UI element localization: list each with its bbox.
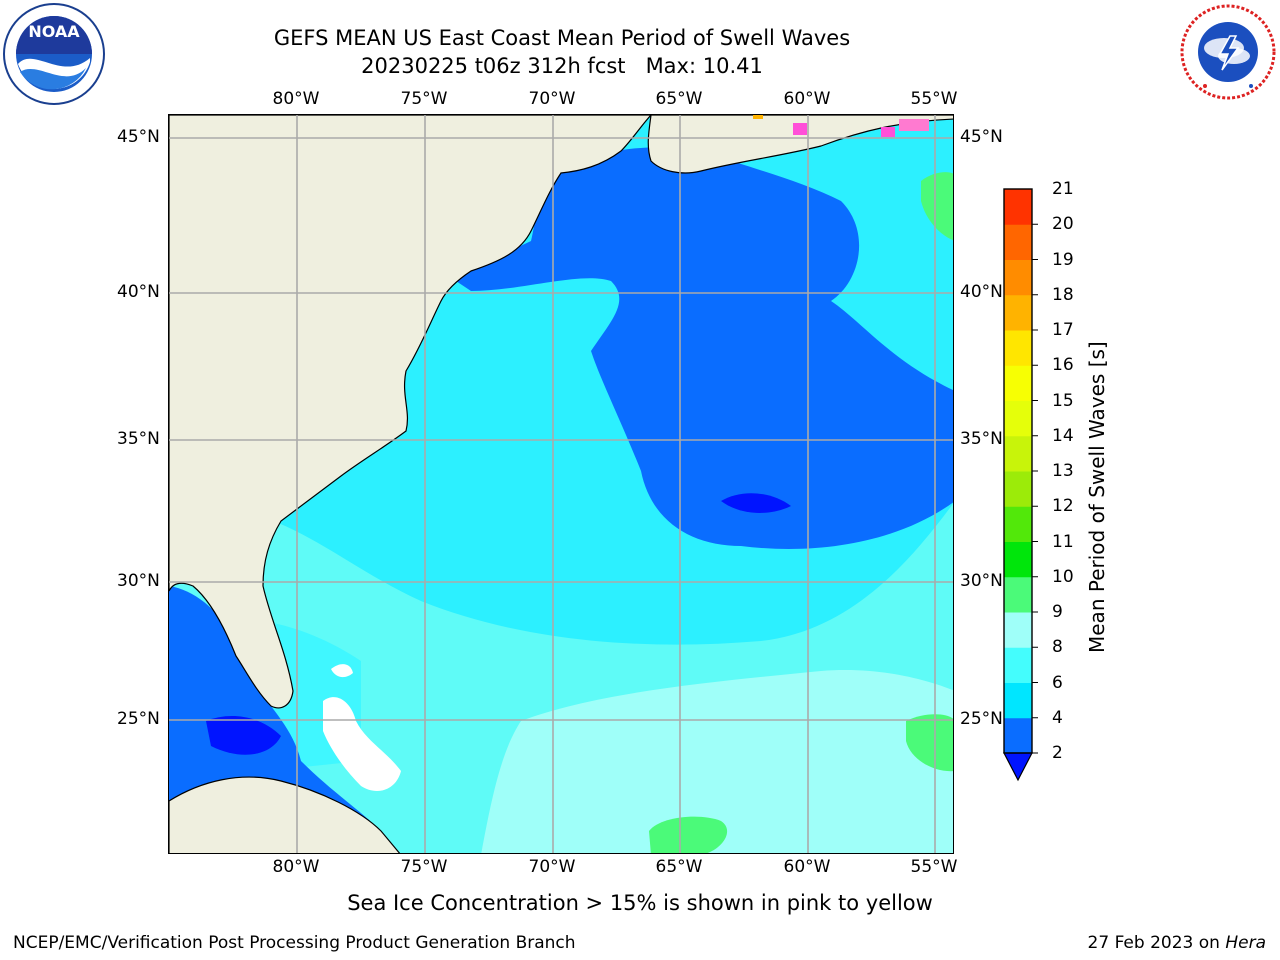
graticule bbox=[169, 115, 953, 853]
colorbar-segment bbox=[1004, 471, 1032, 507]
lat-label-left-25n: 25°N bbox=[117, 709, 160, 729]
lon-label-bottom-60w: 60°W bbox=[783, 857, 831, 877]
host-name: Hera bbox=[1225, 933, 1266, 953]
date-value: 27 Feb 2023 on bbox=[1087, 933, 1220, 953]
colorbar-tick-label: 11 bbox=[1052, 531, 1074, 552]
colorbar-under-triangle bbox=[1003, 752, 1033, 782]
colorbar-segment bbox=[1004, 189, 1032, 225]
lat-label-left-40n: 40°N bbox=[117, 282, 160, 302]
lon-label-bottom-75w: 75°W bbox=[400, 857, 448, 877]
lon-label-bottom-65w: 65°W bbox=[655, 857, 703, 877]
colorbar-tick-label: 19 bbox=[1052, 249, 1074, 270]
colorbar-tick-label: 21 bbox=[1052, 179, 1074, 199]
lat-label-left-45n: 45°N bbox=[117, 127, 160, 147]
colorbar-segment bbox=[1004, 224, 1032, 260]
noaa-logo: NOAA bbox=[3, 3, 105, 105]
colorbar-segment bbox=[1004, 612, 1032, 648]
colorbar-segment bbox=[1004, 717, 1032, 754]
land-us-east-coast bbox=[169, 115, 652, 709]
sea-ice-marker-2 bbox=[881, 127, 895, 137]
sea-ice-marker-3 bbox=[899, 119, 929, 131]
colorbar-tick-label: 2 bbox=[1052, 743, 1063, 763]
colorbar-tick-label: 4 bbox=[1052, 707, 1063, 728]
lon-label-top-70w: 70°W bbox=[528, 89, 576, 109]
lon-label-bottom-80w: 80°W bbox=[272, 857, 320, 877]
land-cuba bbox=[169, 776, 401, 853]
noaa-logo-text: NOAA bbox=[28, 22, 80, 41]
nws-logo bbox=[1180, 4, 1276, 100]
lon-label-top-55w: 55°W bbox=[910, 89, 958, 109]
colorbar-tick-label: 13 bbox=[1052, 461, 1074, 481]
colorbar-outline bbox=[1003, 188, 1033, 754]
swell-patch-green-east bbox=[906, 714, 953, 772]
lon-label-bottom-55w: 55°W bbox=[910, 857, 958, 877]
credit-text: NCEP/EMC/Verification Post Processing Pr… bbox=[13, 933, 576, 953]
sea-ice-marker-4 bbox=[753, 115, 763, 119]
lat-label-right-30n: 30°N bbox=[960, 571, 1003, 591]
lat-label-right-40n: 40°N bbox=[960, 282, 1003, 302]
swell-patch-gulf-min bbox=[206, 716, 281, 755]
colorbar-segment bbox=[1004, 647, 1032, 683]
land-canada-maritimes bbox=[647, 115, 953, 174]
lat-label-left-30n: 30°N bbox=[117, 571, 160, 591]
sea-ice-marker-1 bbox=[793, 123, 807, 135]
colorbar-segment bbox=[1004, 506, 1032, 542]
map-panel bbox=[168, 114, 954, 854]
colorbar-label: Mean Period of Swell Waves [s] bbox=[1085, 341, 1109, 653]
swell-band-9s bbox=[481, 670, 953, 853]
colorbar-tick-label: 6 bbox=[1052, 672, 1063, 693]
swell-patch-green-south bbox=[649, 816, 728, 853]
swell-patch-min bbox=[721, 493, 791, 513]
lat-label-right-25n: 25°N bbox=[960, 709, 1003, 729]
colorbar-segment bbox=[1004, 365, 1032, 401]
lon-label-top-65w: 65°W bbox=[655, 89, 703, 109]
swell-region-short-period bbox=[456, 147, 953, 549]
chart-subtitle: 20230225 t06z 312h fcst Max: 10.41 bbox=[361, 54, 763, 78]
colorbar-tick-label: 16 bbox=[1052, 355, 1074, 376]
colorbar-segment bbox=[1004, 435, 1032, 472]
colorbar-tick-label: 20 bbox=[1052, 214, 1074, 235]
lon-label-top-75w: 75°W bbox=[400, 89, 448, 109]
colorbar-tick-label: 14 bbox=[1052, 425, 1074, 446]
colorbar-segment bbox=[1004, 259, 1032, 296]
colorbar-segment bbox=[1004, 541, 1032, 578]
date-text: 27 Feb 2023 on Hera bbox=[1088, 933, 1266, 953]
colorbar-tick-label: 9 bbox=[1052, 602, 1063, 622]
lat-label-right-45n: 45°N bbox=[960, 127, 1003, 147]
colorbar-segment bbox=[1004, 294, 1032, 331]
lat-label-left-35n: 35°N bbox=[117, 429, 160, 449]
colorbar-tick-label: 10 bbox=[1052, 566, 1074, 587]
lon-label-top-80w: 80°W bbox=[272, 89, 320, 109]
shallow-little-bahama-bank bbox=[331, 664, 353, 678]
sea-ice-note: Sea Ice Concentration > 15% is shown in … bbox=[347, 891, 933, 915]
colorbar-tick-label: 15 bbox=[1052, 390, 1074, 411]
colorbar-tick-label: 17 bbox=[1052, 320, 1074, 340]
swell-patch-green-northeast bbox=[921, 172, 953, 241]
colorbar-segment bbox=[1004, 330, 1032, 366]
colorbar-tick-label: 8 bbox=[1052, 637, 1063, 658]
colorbar-segment bbox=[1004, 682, 1032, 719]
lon-label-top-60w: 60°W bbox=[783, 89, 831, 109]
colorbar-segment bbox=[1004, 576, 1032, 613]
colorbar-tick-label: 12 bbox=[1052, 496, 1074, 517]
colorbar-tick-label: 18 bbox=[1052, 284, 1074, 305]
lat-label-right-35n: 35°N bbox=[960, 429, 1003, 449]
chart-title: GEFS MEAN US East Coast Mean Period of S… bbox=[273, 26, 851, 50]
colorbar bbox=[1003, 188, 1038, 782]
lon-label-bottom-70w: 70°W bbox=[528, 857, 576, 877]
map-canvas bbox=[169, 115, 953, 853]
colorbar-segment bbox=[1004, 400, 1032, 437]
